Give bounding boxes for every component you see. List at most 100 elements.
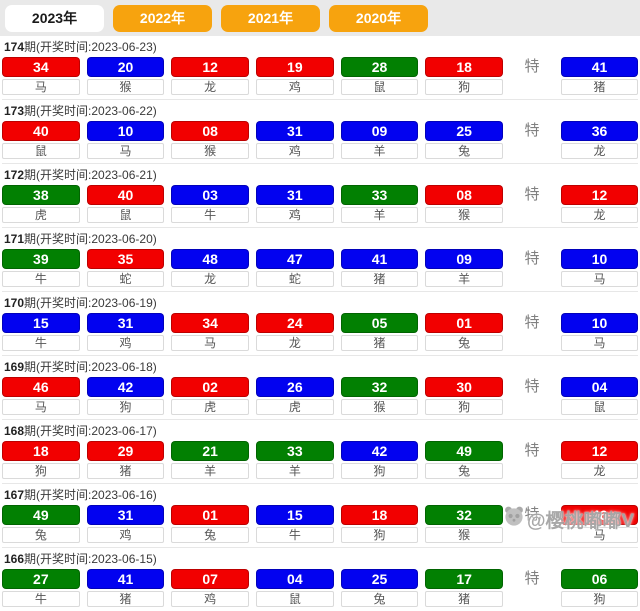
number-ball-blue: 47 — [255, 249, 334, 269]
number-ball-red: 02 — [171, 377, 249, 397]
number-ball-green: 28 — [340, 57, 419, 77]
zodiac-label: 虎 — [2, 207, 80, 223]
number-ball-red: 07 — [171, 569, 249, 589]
number-cell: 31 鸡 — [255, 121, 334, 159]
number-ball-green: 33 — [255, 441, 334, 461]
number-ball-blue: 41 — [340, 249, 419, 269]
tab-year-3[interactable]: 2020年 — [329, 4, 428, 32]
te-separator-label: 特 — [524, 506, 540, 523]
period-number: 167 — [4, 488, 25, 502]
number-cell: 40 鼠 — [2, 121, 80, 159]
zodiac-label: 鼠 — [560, 399, 638, 415]
zodiac-label: 马 — [560, 335, 638, 351]
zodiac-label: 龙 — [560, 207, 638, 223]
zodiac-label: 鸡 — [255, 143, 334, 159]
number-cell: 07 鸡 — [171, 569, 249, 607]
zodiac-label: 狗 — [2, 463, 80, 479]
number-ball-red: 12 — [560, 441, 638, 461]
zodiac-label: 鼠 — [255, 591, 334, 607]
zodiac-label: 猴 — [340, 399, 419, 415]
draw-time-label: 期(开奖时间:2023-06-23) — [24, 40, 157, 54]
number-cell: 09 羊 — [425, 249, 503, 287]
special-number-cell: 41 猪 — [560, 57, 638, 95]
te-separator-label: 特 — [524, 442, 540, 459]
zodiac-label: 猪 — [340, 271, 419, 287]
tab-year-1[interactable]: 2022年 — [113, 4, 212, 32]
number-ball-blue: 15 — [2, 313, 80, 333]
draw-time-label: 期(开奖时间:2023-06-15) — [24, 552, 157, 566]
number-ball-blue: 42 — [340, 441, 419, 461]
draw-time-label: 期(开奖时间:2023-06-19) — [24, 296, 157, 310]
number-cell: 15 牛 — [255, 505, 334, 543]
number-ball-red: 40 — [86, 185, 165, 205]
number-ball-red: 08 — [425, 185, 503, 205]
draw-block-168: 168期(开奖时间:2023-06-17) 18 狗 29 猪 21 羊 33 羊 42 狗 49 兔 特… — [2, 419, 638, 483]
number-cell: 04 鼠 — [255, 569, 334, 607]
zodiac-label: 兔 — [425, 143, 503, 159]
number-ball-green: 32 — [425, 505, 503, 525]
zodiac-label: 鼠 — [86, 207, 165, 223]
period-number: 171 — [4, 232, 25, 246]
draw-time-label: 期(开奖时间:2023-06-16) — [24, 488, 157, 502]
number-ball-blue: 26 — [255, 377, 334, 397]
period-number: 168 — [4, 424, 25, 438]
draw-block-173: 173期(开奖时间:2023-06-22) 40 鼠 10 马 08 猴 31 鸡 09 羊 25 兔 特… — [2, 99, 638, 163]
draw-block-171: 171期(开奖时间:2023-06-20) 39 牛 35 蛇 48 龙 47 蛇 41 猪 09 羊 特… — [2, 227, 638, 291]
number-cell: 01 兔 — [171, 505, 249, 543]
draw-time-label: 期(开奖时间:2023-06-17) — [24, 424, 157, 438]
number-ball-red: 08 — [171, 121, 249, 141]
zodiac-label: 蛇 — [255, 271, 334, 287]
number-ball-red: 18 — [425, 57, 503, 77]
te-separator-label: 特 — [524, 122, 540, 139]
number-cell: 18 狗 — [340, 505, 419, 543]
number-ball-red: 29 — [86, 441, 165, 461]
zodiac-label: 羊 — [340, 207, 419, 223]
number-cell: 08 猴 — [171, 121, 249, 159]
number-ball-green: 33 — [340, 185, 419, 205]
number-ball-red: 18 — [340, 505, 419, 525]
zodiac-label: 马 — [171, 335, 249, 351]
zodiac-label: 猴 — [425, 527, 503, 543]
number-cell: 47 蛇 — [255, 249, 334, 287]
special-number-cell: 06 狗 — [560, 569, 638, 607]
draw-block-166: 166期(开奖时间:2023-06-15) 27 牛 41 猪 07 鸡 04 鼠 25 兔 17 猪 特… — [2, 547, 638, 611]
tab-year-2[interactable]: 2021年 — [221, 4, 320, 32]
draw-period-header: 174期(开奖时间:2023-06-23) — [4, 40, 638, 54]
numbers-row: 27 牛 41 猪 07 鸡 04 鼠 25 兔 17 猪 特 06 狗 — [2, 569, 638, 607]
number-ball-red: 24 — [255, 313, 334, 333]
zodiac-label: 鸡 — [255, 79, 334, 95]
number-cell: 31 鸡 — [86, 505, 165, 543]
draw-period-header: 168期(开奖时间:2023-06-17) — [4, 424, 638, 438]
number-ball-blue: 31 — [255, 185, 334, 205]
draw-block-167: 167期(开奖时间:2023-06-16) 49 兔 31 鸡 01 兔 15 牛 18 狗 32 猴 特… — [2, 483, 638, 547]
number-ball-blue: 03 — [171, 185, 249, 205]
number-ball-green: 05 — [340, 313, 419, 333]
number-cell: 49 兔 — [425, 441, 503, 479]
zodiac-label: 猴 — [425, 207, 503, 223]
zodiac-label: 马 — [86, 143, 165, 159]
number-ball-blue: 41 — [86, 569, 165, 589]
zodiac-label: 龙 — [171, 79, 249, 95]
period-number: 169 — [4, 360, 25, 374]
number-ball-green: 21 — [171, 441, 249, 461]
number-ball-red: 19 — [255, 57, 334, 77]
number-cell: 18 狗 — [2, 441, 80, 479]
draw-block-169: 169期(开奖时间:2023-06-18) 46 马 42 狗 02 虎 26 虎 32 猴 30 狗 特… — [2, 355, 638, 419]
number-ball-green: 27 — [2, 569, 80, 589]
number-ball-blue: 10 — [86, 121, 165, 141]
number-cell: 17 猪 — [425, 569, 503, 607]
tab-year-0[interactable]: 2023年 — [5, 4, 104, 32]
draw-period-header: 173期(开奖时间:2023-06-22) — [4, 104, 638, 118]
number-cell: 20 猴 — [86, 57, 165, 95]
zodiac-label: 羊 — [255, 463, 334, 479]
number-cell: 38 虎 — [2, 185, 80, 223]
period-number: 170 — [4, 296, 25, 310]
zodiac-label: 龙 — [560, 143, 638, 159]
number-ball-blue: 04 — [255, 569, 334, 589]
zodiac-label: 牛 — [2, 591, 80, 607]
zodiac-label: 鸡 — [86, 527, 165, 543]
zodiac-label: 鸡 — [255, 207, 334, 223]
special-number-cell: 46 马 — [560, 505, 638, 543]
zodiac-label: 鼠 — [340, 79, 419, 95]
zodiac-label: 虎 — [171, 399, 249, 415]
